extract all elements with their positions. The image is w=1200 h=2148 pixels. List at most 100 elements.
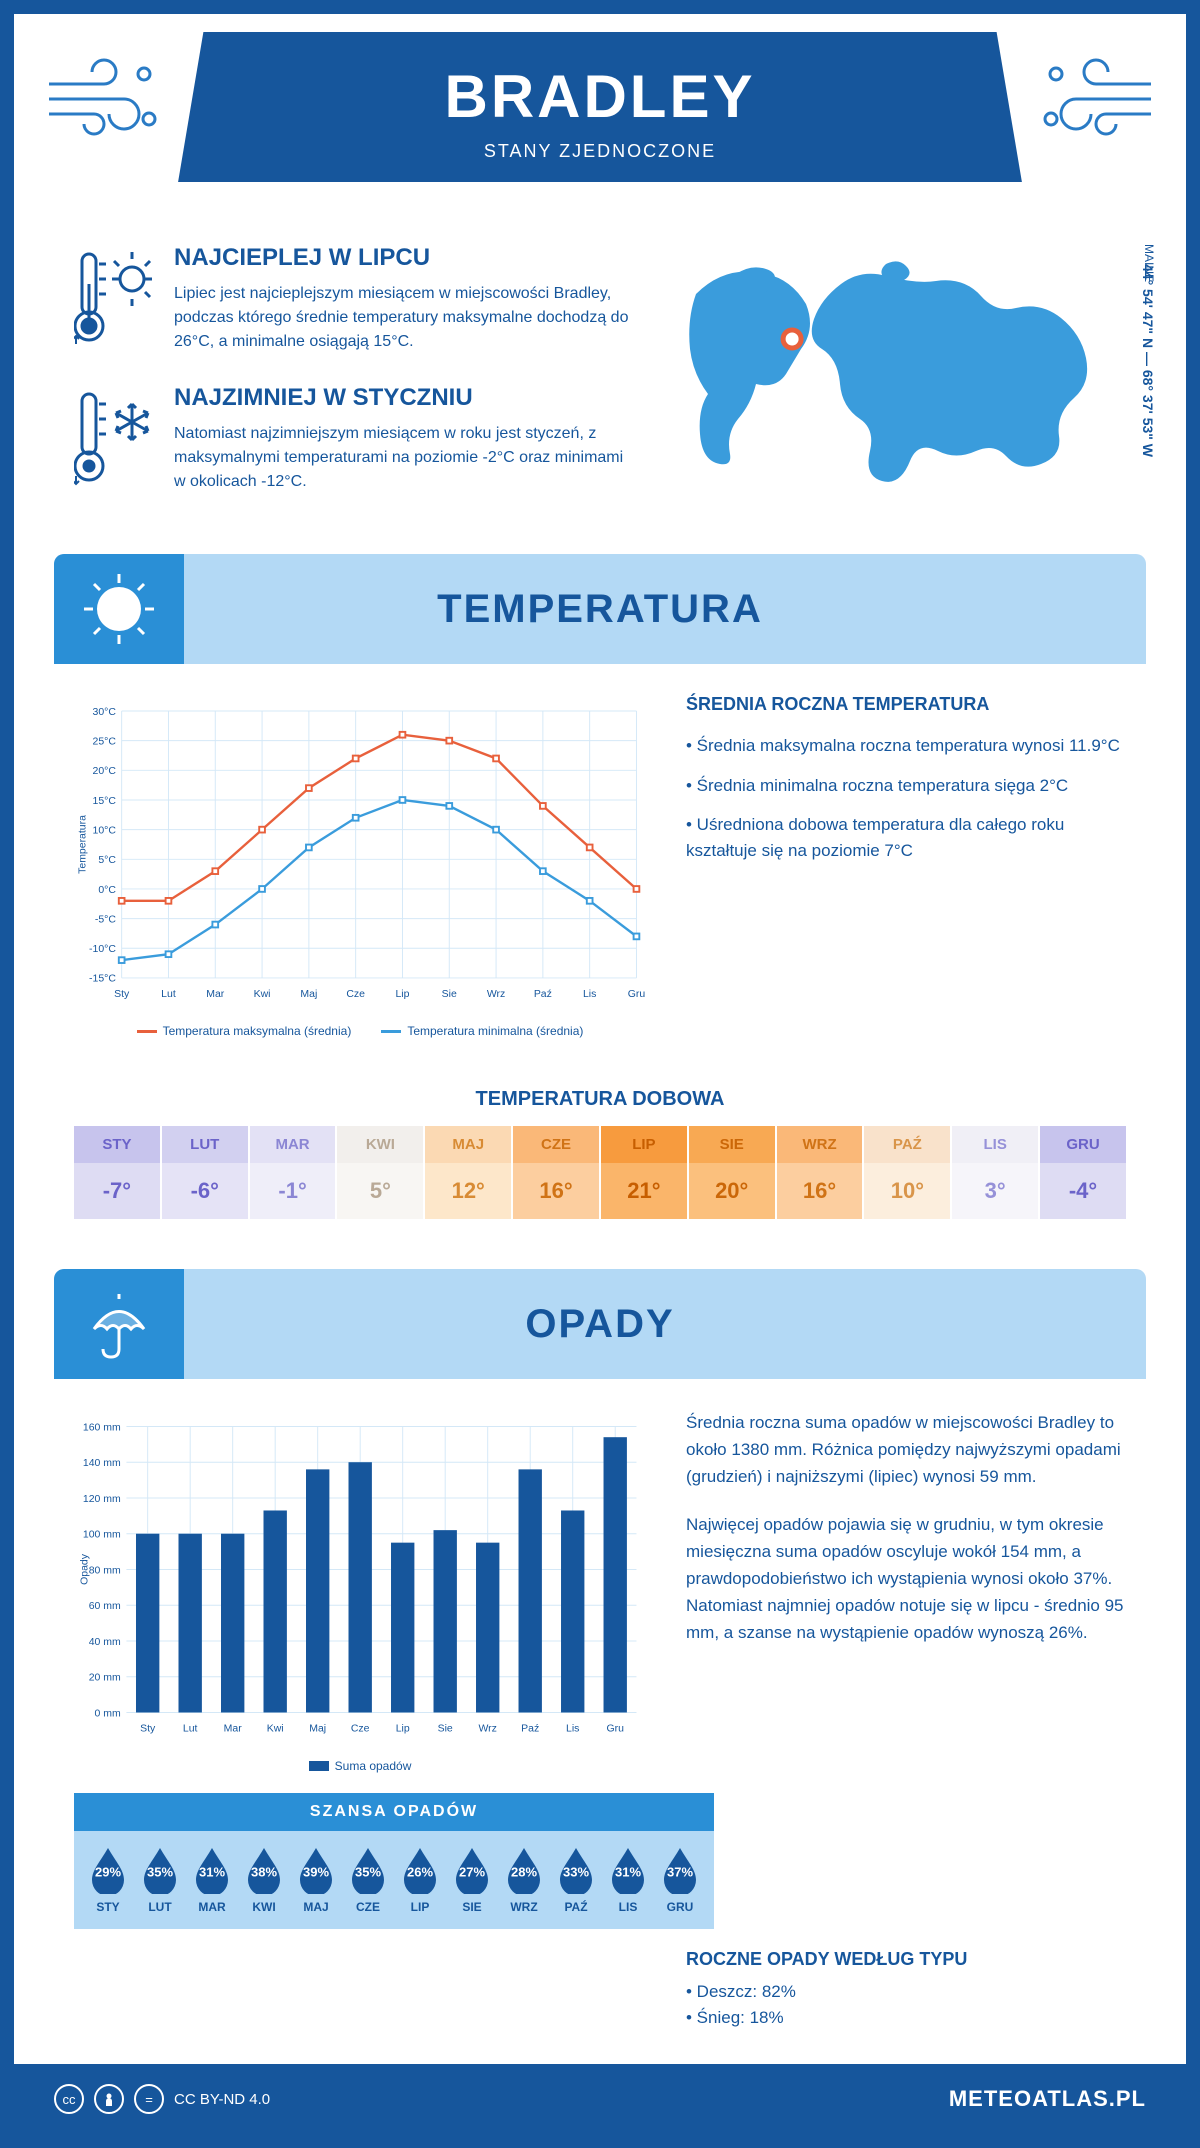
header-band: BRADLEY STANY ZJEDNOCZONE [178, 32, 1022, 182]
svg-text:Maj: Maj [300, 989, 317, 1000]
type-item: • Deszcz: 82% [686, 1982, 1126, 2002]
svg-text:60 mm: 60 mm [89, 1601, 121, 1612]
svg-text:Sty: Sty [114, 989, 130, 1000]
license-text: CC BY-ND 4.0 [174, 2091, 270, 2108]
temp-cell: MAR-1° [250, 1126, 338, 1219]
temp-cell: PAŹ10° [864, 1126, 952, 1219]
coldest-block: NAJZIMNIEJ W STYCZNIU Natomiast najzimni… [74, 384, 636, 494]
chance-table: SZANSA OPADÓW 29%STY35%LUT31%MAR38%KWI39… [74, 1793, 714, 1929]
svg-text:-10°C: -10°C [89, 944, 116, 955]
temp-cell: LIP21° [601, 1126, 689, 1219]
svg-text:Gru: Gru [606, 1724, 624, 1735]
chance-cell: 33%PAŹ [550, 1846, 602, 1914]
svg-text:-5°C: -5°C [95, 914, 116, 925]
wind-icon [44, 44, 164, 144]
summary-item: • Średnia minimalna roczna temperatura s… [686, 773, 1126, 799]
svg-text:Opady: Opady [79, 1553, 90, 1585]
chance-cell: 39%MAJ [290, 1846, 342, 1914]
svg-text:Lis: Lis [583, 989, 596, 1000]
svg-text:Kwi: Kwi [267, 1724, 284, 1735]
warmest-block: NAJCIEPLEJ W LIPCU Lipiec jest najcieple… [74, 244, 636, 354]
daily-temp-table: STY-7°LUT-6°MAR-1°KWI5°MAJ12°CZE16°LIP21… [74, 1126, 1126, 1219]
svg-text:160 mm: 160 mm [83, 1422, 121, 1433]
header: BRADLEY STANY ZJEDNOCZONE [14, 14, 1186, 234]
precip-by-type: ROCZNE OPADY WEDŁUG TYPU • Deszcz: 82% • … [686, 1949, 1126, 2034]
thermometer-snow-icon [74, 384, 154, 494]
svg-text:Lut: Lut [183, 1724, 198, 1735]
temp-cell: CZE16° [513, 1126, 601, 1219]
chance-cell: 37%GRU [654, 1846, 706, 1914]
svg-text:-15°C: -15°C [89, 974, 116, 985]
wind-icon [1036, 44, 1156, 144]
chance-cell: 28%WRZ [498, 1846, 550, 1914]
type-item: • Śnieg: 18% [686, 2008, 1126, 2028]
svg-text:Kwi: Kwi [254, 989, 271, 1000]
svg-text:Mar: Mar [224, 1724, 243, 1735]
temp-cell: WRZ16° [777, 1126, 865, 1219]
svg-text:Lip: Lip [395, 989, 409, 1000]
svg-text:Temperatura: Temperatura [77, 815, 88, 874]
chance-cell: 31%LIS [602, 1846, 654, 1914]
umbrella-icon [54, 1269, 184, 1379]
by-icon [94, 2084, 124, 2114]
svg-text:100 mm: 100 mm [83, 1530, 121, 1541]
svg-text:Paź: Paź [521, 1724, 539, 1735]
svg-text:15°C: 15°C [93, 796, 117, 807]
temperature-summary: ŚREDNIA ROCZNA TEMPERATURA • Średnia mak… [686, 694, 1126, 1038]
coldest-text: Natomiast najzimniejszym miesiącem w rok… [174, 422, 636, 494]
svg-text:Lut: Lut [161, 989, 176, 1000]
precipitation-bar-chart: 0 mm20 mm40 mm60 mm80 mm100 mm120 mm140 … [74, 1409, 646, 1773]
sun-icon [54, 554, 184, 664]
daily-temp-title: TEMPERATURA DOBOWA [14, 1088, 1186, 1111]
summary-title: ŚREDNIA ROCZNA TEMPERATURA [686, 694, 1126, 715]
precipitation-text: Średnia roczna suma opadów w miejscowośc… [686, 1409, 1126, 1773]
chance-cell: 27%SIE [446, 1846, 498, 1914]
site-name: METEOATLAS.PL [949, 2086, 1146, 2112]
section-title: TEMPERATURA [437, 587, 763, 632]
chance-cell: 35%LUT [134, 1846, 186, 1914]
svg-text:0°C: 0°C [98, 885, 116, 896]
cc-icon: cc [54, 2084, 84, 2114]
temp-cell: LIS3° [952, 1126, 1040, 1219]
info-row: NAJCIEPLEJ W LIPCU Lipiec jest najcieple… [14, 234, 1186, 554]
nd-icon: = [134, 2084, 164, 2114]
legend-max: Temperatura maksymalna (średnia) [163, 1024, 352, 1038]
svg-text:Cze: Cze [351, 1724, 370, 1735]
svg-text:30°C: 30°C [93, 707, 117, 718]
page-container: BRADLEY STANY ZJEDNOCZONE NAJCIEPLEJ W L… [0, 0, 1200, 2148]
thermometer-sun-icon [74, 244, 154, 354]
temperature-section-header: TEMPERATURA [54, 554, 1146, 664]
svg-text:10°C: 10°C [93, 825, 117, 836]
coldest-title: NAJZIMNIEJ W STYCZNIU [174, 384, 636, 412]
precipitation-section-header: OPADY [54, 1269, 1146, 1379]
legend-precip: Suma opadów [335, 1759, 412, 1773]
svg-text:Wrz: Wrz [487, 989, 505, 1000]
svg-text:120 mm: 120 mm [83, 1494, 121, 1505]
svg-text:Sie: Sie [438, 1724, 453, 1735]
svg-text:5°C: 5°C [98, 855, 116, 866]
type-title: ROCZNE OPADY WEDŁUG TYPU [686, 1949, 1126, 1970]
temp-cell: STY-7° [74, 1126, 162, 1219]
chance-cell: 35%CZE [342, 1846, 394, 1914]
svg-text:Lis: Lis [566, 1724, 579, 1735]
svg-text:20°C: 20°C [93, 766, 117, 777]
svg-text:25°C: 25°C [93, 736, 117, 747]
svg-text:Cze: Cze [346, 989, 365, 1000]
coords-label: 44° 54' 47" N — 68° 37' 53" W [1140, 264, 1156, 457]
summary-item: • Średnia maksymalna roczna temperatura … [686, 733, 1126, 759]
warmest-text: Lipiec jest najcieplejszym miesiącem w m… [174, 282, 636, 354]
svg-text:Sty: Sty [140, 1724, 156, 1735]
chance-cell: 31%MAR [186, 1846, 238, 1914]
temp-cell: LUT-6° [162, 1126, 250, 1219]
world-map: MAINE 44° 54' 47" N — 68° 37' 53" W [676, 244, 1126, 524]
chance-cell: 29%STY [82, 1846, 134, 1914]
svg-text:80 mm: 80 mm [89, 1565, 121, 1576]
temperature-line-chart: -15°C -10°C -5°C 0°C 5°C 10°C 15°C 20°C 25°C 30°C… [74, 694, 646, 1038]
svg-text:Lip: Lip [396, 1724, 410, 1735]
temp-cell: KWI5° [337, 1126, 425, 1219]
chance-cell: 26%LIP [394, 1846, 446, 1914]
svg-text:Maj: Maj [309, 1724, 326, 1735]
svg-text:Wrz: Wrz [478, 1724, 496, 1735]
svg-text:140 mm: 140 mm [83, 1458, 121, 1469]
city-name: BRADLEY [178, 62, 1022, 131]
